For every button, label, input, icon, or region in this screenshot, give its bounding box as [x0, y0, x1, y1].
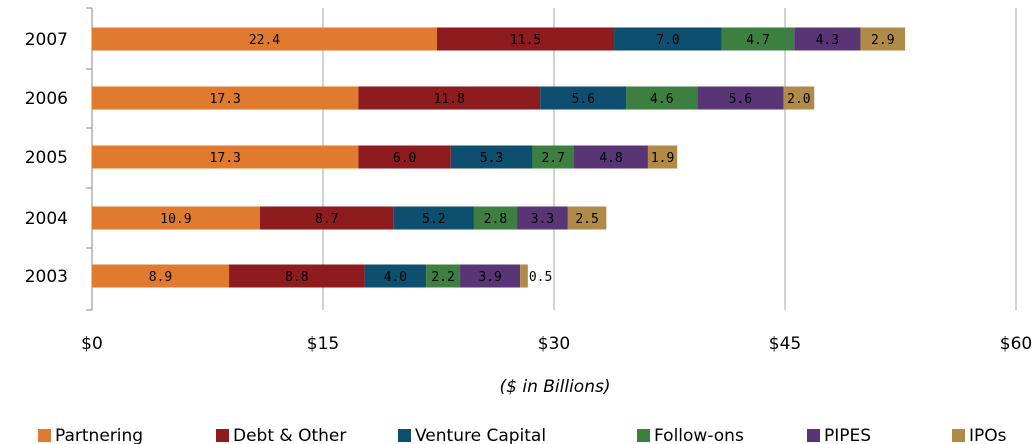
data-label: 2.8 [484, 212, 507, 227]
x-axis-label: ($ in Billions) [500, 377, 611, 397]
bar-segment [92, 145, 359, 169]
category-label: 2003 [25, 267, 68, 287]
x-tick-label: $15 [307, 334, 339, 354]
data-label: 2.2 [431, 270, 454, 285]
category-label: 2005 [25, 148, 68, 168]
bar-segment [860, 27, 906, 51]
legend-label: Partnering [55, 426, 143, 444]
bar-segment [783, 86, 815, 110]
bar-segment [532, 145, 575, 169]
data-label: 0.5 [529, 270, 552, 285]
bar-segment [358, 86, 541, 110]
data-label: 2.0 [787, 92, 810, 107]
data-label: 5.6 [729, 92, 752, 107]
legend-label: Debt & Other [233, 426, 346, 444]
data-label: 8.9 [149, 270, 172, 285]
bar-segment [358, 145, 451, 169]
x-tick-label: $60 [1000, 334, 1032, 354]
data-label: 4.7 [746, 33, 769, 48]
legend-swatch [38, 429, 51, 442]
bar-segment [92, 206, 260, 230]
data-label: 11.8 [434, 92, 465, 107]
bar-segment [520, 264, 528, 288]
legend-swatch [216, 429, 229, 442]
category-label: 2006 [25, 89, 68, 109]
x-tick-label: $30 [538, 334, 570, 354]
legend-label: Follow-ons [654, 426, 744, 444]
bar-segment [647, 145, 678, 169]
data-label: 8.7 [315, 212, 338, 227]
bar-segment [574, 145, 648, 169]
data-label: 22.4 [249, 33, 280, 48]
legend-label: Venture Capital [415, 426, 546, 444]
bar-segment [92, 27, 437, 51]
data-label: 3.3 [531, 212, 554, 227]
bar-segment [92, 264, 230, 288]
data-label: 2.9 [871, 33, 894, 48]
data-label: 2.7 [541, 151, 564, 166]
x-tick-labels: $0 $15 $30 $45 $60 [81, 334, 1032, 354]
bar-segment [721, 27, 795, 51]
data-label: 4.0 [384, 270, 407, 285]
bar-segment [567, 206, 607, 230]
data-label: 3.9 [478, 270, 501, 285]
bar-segment [393, 206, 474, 230]
legend-label: PIPES [824, 426, 871, 444]
legend: Partnering Debt & Other Venture Capital Fol… [38, 426, 1007, 444]
data-label: 4.3 [816, 33, 839, 48]
bar-segment [450, 145, 533, 169]
data-label: 17.3 [210, 92, 241, 107]
bar-segment [229, 264, 365, 288]
data-label: 1.9 [651, 151, 674, 166]
x-tick-label: $45 [769, 334, 801, 354]
bar-segment [259, 206, 394, 230]
x-tick-label: $0 [81, 334, 103, 354]
bar-segment [436, 27, 615, 51]
data-label: 11.5 [510, 33, 541, 48]
data-label: 4.6 [650, 92, 673, 107]
data-label: 5.2 [422, 212, 445, 227]
bar-segment [92, 86, 359, 110]
legend-swatch [637, 429, 650, 442]
bar-segment [614, 27, 722, 51]
data-label: 17.3 [210, 151, 241, 166]
bar-segment [697, 86, 784, 110]
legend-label: IPOs [969, 426, 1007, 444]
bar-segment [540, 86, 627, 110]
bar-segment [473, 206, 518, 230]
category-label: 2007 [25, 30, 68, 50]
data-label: 4.8 [599, 151, 622, 166]
data-label: 10.9 [160, 212, 191, 227]
category-labels: 2007 2006 2005 2004 2003 [25, 30, 68, 287]
data-label: 6.0 [393, 151, 416, 166]
category-label: 2004 [25, 209, 68, 229]
axes [86, 7, 93, 311]
legend-swatch [807, 429, 820, 442]
bar-segment [364, 264, 427, 288]
data-label: 7.0 [656, 33, 679, 48]
data-label: 8.8 [285, 270, 308, 285]
bars: 22.4 11.5 7.0 4.7 4.3 2.9 17.3 11.8 5.6 4.6 5.6 2.0… [92, 27, 906, 288]
bar-segment [460, 264, 521, 288]
data-label: 5.6 [572, 92, 595, 107]
legend-swatch [398, 429, 411, 442]
data-label: 2.5 [575, 212, 598, 227]
legend-swatch [952, 429, 965, 442]
bar-segment [794, 27, 861, 51]
bar-segment [626, 86, 698, 110]
bar-segment [426, 264, 461, 288]
data-label: 5.3 [480, 151, 503, 166]
bar-segment [517, 206, 568, 230]
